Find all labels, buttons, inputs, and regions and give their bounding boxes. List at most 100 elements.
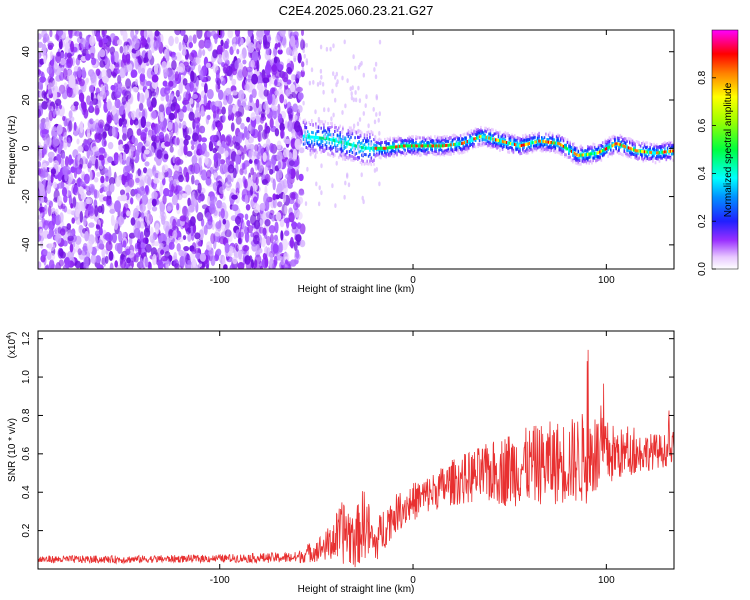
spectrogram-band-cell [664, 154, 666, 158]
spectrogram-band-cell [439, 153, 442, 157]
spectrogram-band-cell [415, 151, 417, 155]
spectrogram-band-cell [446, 139, 448, 143]
spectrogram-noise-cell [231, 78, 237, 86]
spectrogram-band-cell [344, 138, 347, 142]
spectrogram-noise-cell [144, 161, 150, 167]
spectrogram-band-cell [668, 143, 670, 147]
spectrogram-scatter-cell [323, 134, 327, 140]
spectrogram-noise-cell [299, 239, 306, 248]
spectrogram-noise-cell [150, 247, 158, 257]
spectrogram-band-cell [400, 139, 402, 143]
spectrogram-band-cell [463, 146, 466, 149]
spectrogram-noise-cell [89, 100, 93, 112]
spectrogram-noise-cell [43, 33, 50, 42]
spectrogram-band-cell [519, 147, 521, 151]
spectrogram-band-cell [550, 144, 553, 147]
spectrogram-core-cell [424, 144, 427, 148]
spectrogram-band-cell [656, 143, 658, 147]
spectrogram-noise-cell [107, 156, 114, 164]
spectrogram-scatter-cell [343, 194, 346, 200]
spectrogram-band-cell [375, 148, 378, 152]
spectrogram-band-cell [352, 157, 355, 160]
spectrogram-noise-cell [113, 154, 119, 165]
spectrogram-scatter-cell [346, 78, 349, 83]
spectrogram-noise-cell [39, 211, 43, 219]
spectrogram-core-cell [657, 151, 659, 155]
spectrogram-noise-cell [159, 112, 165, 123]
spectrogram-noise-cell [224, 49, 228, 58]
spectrogram-band-cell [412, 138, 414, 142]
spectrogram-band-cell [459, 134, 462, 138]
spectrogram-band-cell [633, 153, 635, 156]
spectrogram-noise-cell [85, 185, 91, 192]
spectrogram-core-cell [447, 143, 450, 147]
spectrogram-noise-cell [153, 39, 159, 52]
spectrogram-noise-cell [210, 233, 216, 245]
spectrogram-band-cell [435, 150, 438, 153]
spectrogram-band-cell [455, 135, 458, 139]
spectrogram-band-cell [484, 142, 486, 146]
spectrogram-scatter-cell [343, 156, 347, 162]
spectrogram-core-cell [492, 137, 494, 141]
spectrogram-band-cell [472, 141, 474, 145]
spectrogram-band-cell [369, 132, 371, 136]
spectrogram-band-cell [558, 140, 561, 144]
spectrogram-noise-cell [80, 99, 85, 110]
spectrogram-band-cell [604, 151, 607, 155]
spectrogram-band-cell [342, 149, 344, 153]
spectrogram-noise-cell [252, 171, 258, 184]
spectrogram-core-cell [531, 141, 534, 145]
spectrogram-band-cell [485, 138, 488, 142]
spectrogram-noise-cell [47, 151, 55, 158]
spectrogram-band-cell [503, 132, 505, 136]
spectrogram-band-cell [515, 148, 517, 152]
colorbar-tick-label: 0.2 [697, 214, 708, 228]
spectrogram-noise-cell [39, 76, 47, 83]
spectrogram-noise-cell [280, 256, 285, 266]
spectrogram-core-cell [534, 140, 536, 144]
spectrogram-core-cell [302, 134, 305, 138]
spectrogram-noise-cell [237, 69, 243, 79]
spectrogram-noise-cell [288, 198, 295, 205]
spectrogram-band-cell [547, 138, 550, 142]
spectrogram-noise-cell [208, 249, 215, 257]
spectrogram-band-cell [359, 161, 362, 164]
spectrogram-band-cell [559, 148, 562, 152]
spectrogram-core-cell [359, 145, 362, 149]
spectrogram-noise-cell [174, 156, 181, 166]
spectrogram-band-cell [626, 139, 628, 143]
spectrogram-band-cell [430, 136, 432, 139]
spectrogram-band-cell [614, 139, 616, 143]
spectrogram-noise-cell [170, 103, 176, 112]
spectrogram-band-cell [350, 158, 352, 162]
spectrogram-band-cell [662, 142, 665, 145]
spectrogram-band-cell [608, 142, 611, 146]
spectrogram-noise-cell [83, 263, 89, 269]
spectrogram-core-cell [672, 149, 674, 153]
spectrogram-band-cell [407, 139, 409, 143]
spectrogram-band-cell [513, 134, 516, 137]
spectrogram-band-cell [321, 122, 324, 126]
spectrogram-band-cell [493, 145, 496, 148]
spectrogram-core-cell [461, 142, 463, 145]
spectrogram-noise-cell [210, 255, 216, 267]
spectrogram-band-cell [450, 136, 452, 140]
spectrogram-band-cell [557, 138, 559, 142]
spectrogram-band-cell [373, 149, 375, 153]
spectrogram-noise-cell [94, 188, 98, 199]
spectrogram-noise-cell [215, 70, 220, 81]
spectrogram-band-cell [612, 149, 615, 153]
spectrogram-noise-cell [121, 194, 128, 202]
spectrogram-scatter-cell [367, 123, 370, 129]
spectrogram-band-cell [604, 144, 607, 148]
spectrogram-band-cell [630, 138, 632, 142]
spectrogram-noise-cell [38, 161, 41, 168]
spectrogram-scatter-cell [304, 201, 308, 207]
spectrogram-band-cell [308, 121, 310, 125]
spectrogram-band-cell [428, 137, 431, 141]
spectrogram-band-cell [515, 145, 517, 149]
spectrogram-scatter-cell [343, 39, 346, 45]
spectrogram-band-cell [646, 141, 649, 145]
spectrogram-core-cell [317, 136, 320, 140]
spectrogram-noise-cell [226, 94, 233, 105]
